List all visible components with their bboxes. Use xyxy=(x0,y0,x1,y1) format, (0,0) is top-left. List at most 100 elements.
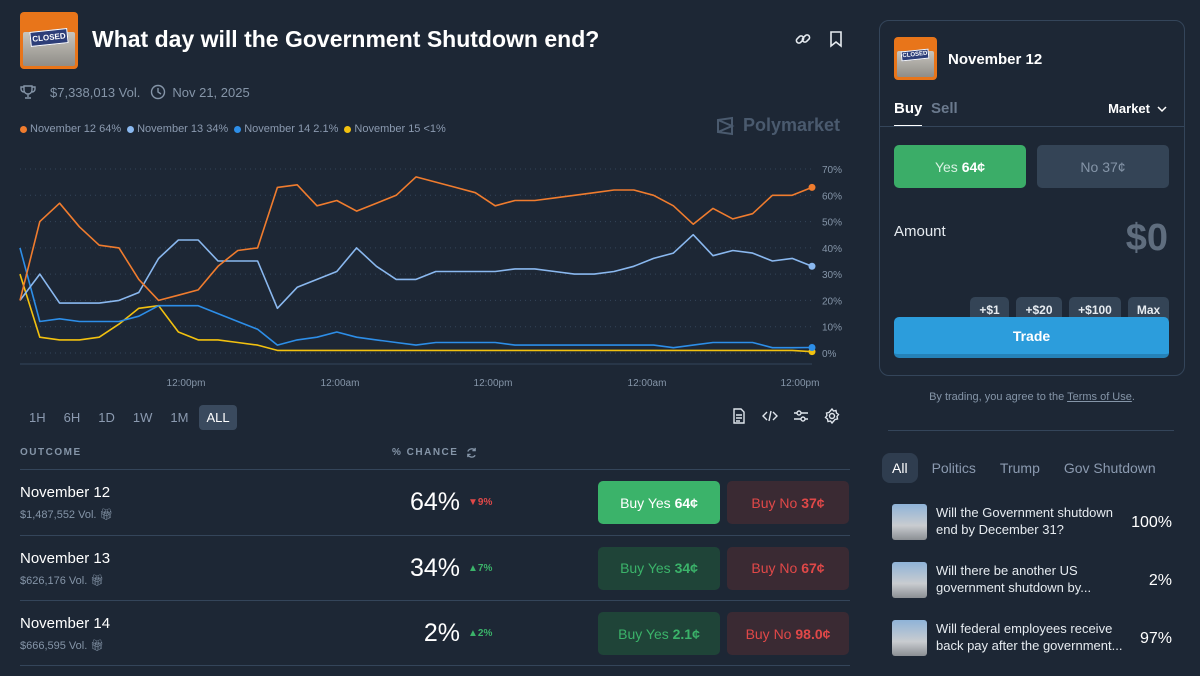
buy-yes-button[interactable]: Buy Yes 2.1¢ xyxy=(598,612,720,655)
legend-item: November 12 64% xyxy=(20,123,121,135)
legend-item: November 15 <1% xyxy=(344,123,446,135)
related-tabs: All Politics Trump Gov Shutdown xyxy=(882,453,1172,483)
trophy-icon xyxy=(20,85,36,99)
link-icon[interactable] xyxy=(794,30,812,48)
terms-link[interactable]: Terms of Use xyxy=(1067,391,1132,403)
col-outcome-header: OUTCOME xyxy=(20,447,82,458)
related-tab-trump[interactable]: Trump xyxy=(999,460,1040,476)
order-type-dropdown[interactable]: Market xyxy=(1108,101,1168,116)
polymarket-logo-icon xyxy=(717,116,735,135)
polymarket-watermark: Polymarket xyxy=(715,115,840,136)
related-tab-all[interactable]: All xyxy=(882,453,918,483)
legend-dot-icon xyxy=(127,125,135,133)
outcome-volume: $626,176 Vol. xyxy=(20,574,88,587)
buy-no-button[interactable]: Buy No 67¢ xyxy=(727,546,849,590)
outcome-chance: 64% xyxy=(409,488,460,516)
x-tick-label: 12:00am xyxy=(628,378,667,389)
y-tick-label: 30% xyxy=(822,270,842,281)
outcome-volume: $1,487,552 Vol. xyxy=(20,509,97,521)
legend-dot-icon xyxy=(20,125,27,133)
range-all[interactable]: ALL xyxy=(199,405,237,430)
chance-change: ▲7% xyxy=(468,562,493,574)
series-endpoint xyxy=(808,262,816,270)
outcome-chance: 34% xyxy=(409,553,460,582)
embed-code-icon[interactable] xyxy=(761,408,779,426)
y-tick-label: 10% xyxy=(822,323,842,334)
outcome-name: November 13 xyxy=(20,549,111,567)
table-row[interactable]: November 12 $1,487,552 Vol. 🎁︎ 64% ▼9% B… xyxy=(20,469,850,534)
range-6h[interactable]: 6H xyxy=(63,410,81,425)
chart-legend: November 12 64% November 13 34% November 1… xyxy=(20,119,452,137)
x-tick-label: 12:00pm xyxy=(474,378,513,389)
series-endpoint xyxy=(808,183,816,191)
price-chart[interactable]: 0% 10% 20% 30% 40% 50% 60% 70% 12:00pm 12:00am 12:… xyxy=(0,150,860,390)
y-tick-label: 40% xyxy=(822,244,842,255)
col-chance-header: % CHANCE xyxy=(392,447,459,458)
x-tick-label: 12:00pm xyxy=(781,378,820,389)
related-market[interactable]: Will the Government shutdown end by Decem… xyxy=(892,504,1182,544)
outcome-chance: 2% xyxy=(423,619,460,647)
table-row[interactable]: November 13 $626,176 Vol. 🎁︎ 34% ▲7% Buy… xyxy=(20,534,850,600)
buy-yes-button[interactable]: Buy Yes 34¢ xyxy=(598,546,720,590)
page-title: What day will the Government Shutdown en… xyxy=(92,26,600,52)
outcome-volume: $666,595 Vol. xyxy=(20,640,88,652)
x-tick-label: 12:00pm xyxy=(167,378,206,389)
chance-change: ▼9% xyxy=(468,497,493,508)
amount-label: Amount xyxy=(894,223,946,240)
y-tick-label: 70% xyxy=(822,165,842,176)
legend-item: November 13 34% xyxy=(127,123,228,135)
market-thumbnail: CLOSED xyxy=(20,12,78,69)
outcome-name: November 12 xyxy=(20,484,111,501)
series-endpoint xyxy=(808,343,816,351)
range-1h[interactable]: 1H xyxy=(29,410,46,425)
outcome-name: November 14 xyxy=(20,615,111,632)
legend-item: November 14 2.1% xyxy=(234,123,338,135)
terms-notice: By trading, you agree to the Terms of Us… xyxy=(929,391,1135,403)
chevron-down-icon xyxy=(1157,105,1167,112)
range-1m[interactable]: 1M xyxy=(170,410,189,425)
buy-no-button[interactable]: Buy No 98.0¢ xyxy=(727,612,849,655)
gift-icon: 🎁︎ xyxy=(99,509,114,521)
y-tick-label: 0% xyxy=(822,349,837,360)
no-outcome-button[interactable]: No 37¢ xyxy=(1037,145,1169,188)
table-row[interactable]: November 14 $666,595 Vol. 🎁︎ 2% ▲2% Buy … xyxy=(20,600,850,665)
related-market-chance: 97% xyxy=(1139,630,1172,647)
total-volume: $7,338,013 Vol. xyxy=(50,84,141,100)
gift-icon: 🎁︎ xyxy=(90,574,105,587)
related-market[interactable]: Will there be another US government shutd… xyxy=(892,562,1182,602)
legend-dot-icon xyxy=(344,125,352,133)
tab-buy[interactable]: Buy xyxy=(894,100,923,127)
series-line-november-13 xyxy=(19,233,813,310)
related-market-chance: 100% xyxy=(1131,514,1172,531)
settings-gear-icon[interactable] xyxy=(823,407,841,426)
yes-outcome-button[interactable]: Yes 64¢ xyxy=(894,145,1026,188)
buy-no-button[interactable]: Buy No 37¢ xyxy=(727,481,849,524)
legend-dot-icon xyxy=(234,125,242,133)
tab-sell[interactable]: Sell xyxy=(931,100,958,117)
related-tab-politics[interactable]: Politics xyxy=(931,460,976,476)
y-tick-label: 60% xyxy=(822,191,842,202)
chance-change: ▲2% xyxy=(468,628,493,639)
sliders-icon[interactable] xyxy=(792,408,810,426)
end-date: Nov 21, 2025 xyxy=(172,84,250,100)
series-line-november-14 xyxy=(19,247,813,349)
series-line-november-15 xyxy=(19,273,813,353)
series-line-november-12 xyxy=(19,176,813,302)
related-market-image xyxy=(892,504,927,540)
related-market-image xyxy=(892,620,927,656)
time-range-selector: 1H 6H 1D 1W 1M ALL xyxy=(22,405,241,430)
refresh-icon[interactable] xyxy=(466,447,477,458)
bookmark-icon[interactable] xyxy=(827,30,845,48)
related-market[interactable]: Will federal employees receive back pay a… xyxy=(892,620,1182,660)
trade-button[interactable]: Trade xyxy=(894,317,1169,358)
range-1w[interactable]: 1W xyxy=(132,410,153,425)
y-tick-label: 50% xyxy=(822,218,842,229)
document-icon[interactable] xyxy=(730,408,748,426)
trade-outcome-title: November 12 xyxy=(948,51,1043,68)
amount-input[interactable]: $0 xyxy=(1125,217,1168,259)
related-market-image xyxy=(892,562,927,598)
buy-yes-button[interactable]: Buy Yes 64¢ xyxy=(598,481,720,524)
range-1d[interactable]: 1D xyxy=(98,410,115,425)
clock-icon xyxy=(151,84,166,100)
related-tab-gov-shutdown[interactable]: Gov Shutdown xyxy=(1063,460,1156,476)
